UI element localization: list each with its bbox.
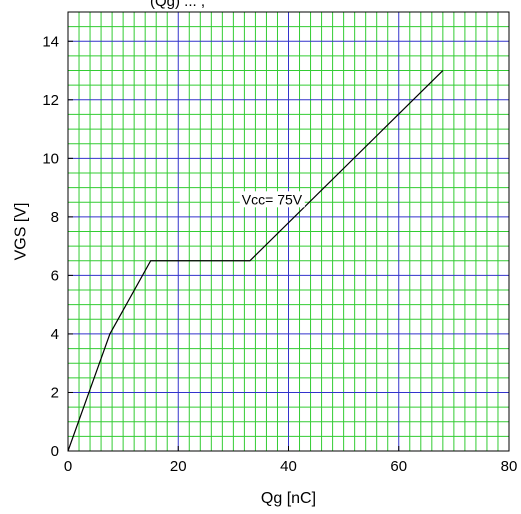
y-tick-label: 2 (51, 384, 59, 401)
y-tick-labels: 0 2 4 6 8 10 12 14 (42, 33, 59, 460)
y-tick-label: 6 (51, 267, 59, 284)
annotation-background (239, 191, 305, 208)
x-axis-label: Qg [nC] (261, 490, 316, 507)
x-tick-label: 0 (64, 458, 72, 475)
y-axis-label: VGS [V] (13, 203, 30, 261)
y-tick-label: 12 (42, 92, 59, 109)
y-tick-label: 14 (42, 33, 59, 50)
axis-ticks (68, 40, 400, 451)
x-tick-labels: 0 20 40 60 80 (64, 458, 518, 475)
x-tick-label: 60 (390, 458, 407, 475)
annotation-label: Vcc= 75V (242, 191, 303, 207)
x-tick-label: 80 (501, 458, 518, 475)
x-tick-label: 20 (170, 458, 187, 475)
series-group (67, 70, 444, 452)
y-tick-label: 8 (51, 209, 59, 226)
series-line (67, 70, 444, 452)
grid-lines (68, 12, 509, 451)
x-tick-label: 40 (280, 458, 297, 475)
y-tick-label: 4 (51, 326, 59, 343)
chart-title-fragment: (Qg) ... , (150, 0, 206, 10)
annotations: Vcc= 75V (239, 191, 305, 208)
y-tick-label: 0 (51, 443, 59, 460)
y-tick-label: 10 (42, 150, 59, 167)
